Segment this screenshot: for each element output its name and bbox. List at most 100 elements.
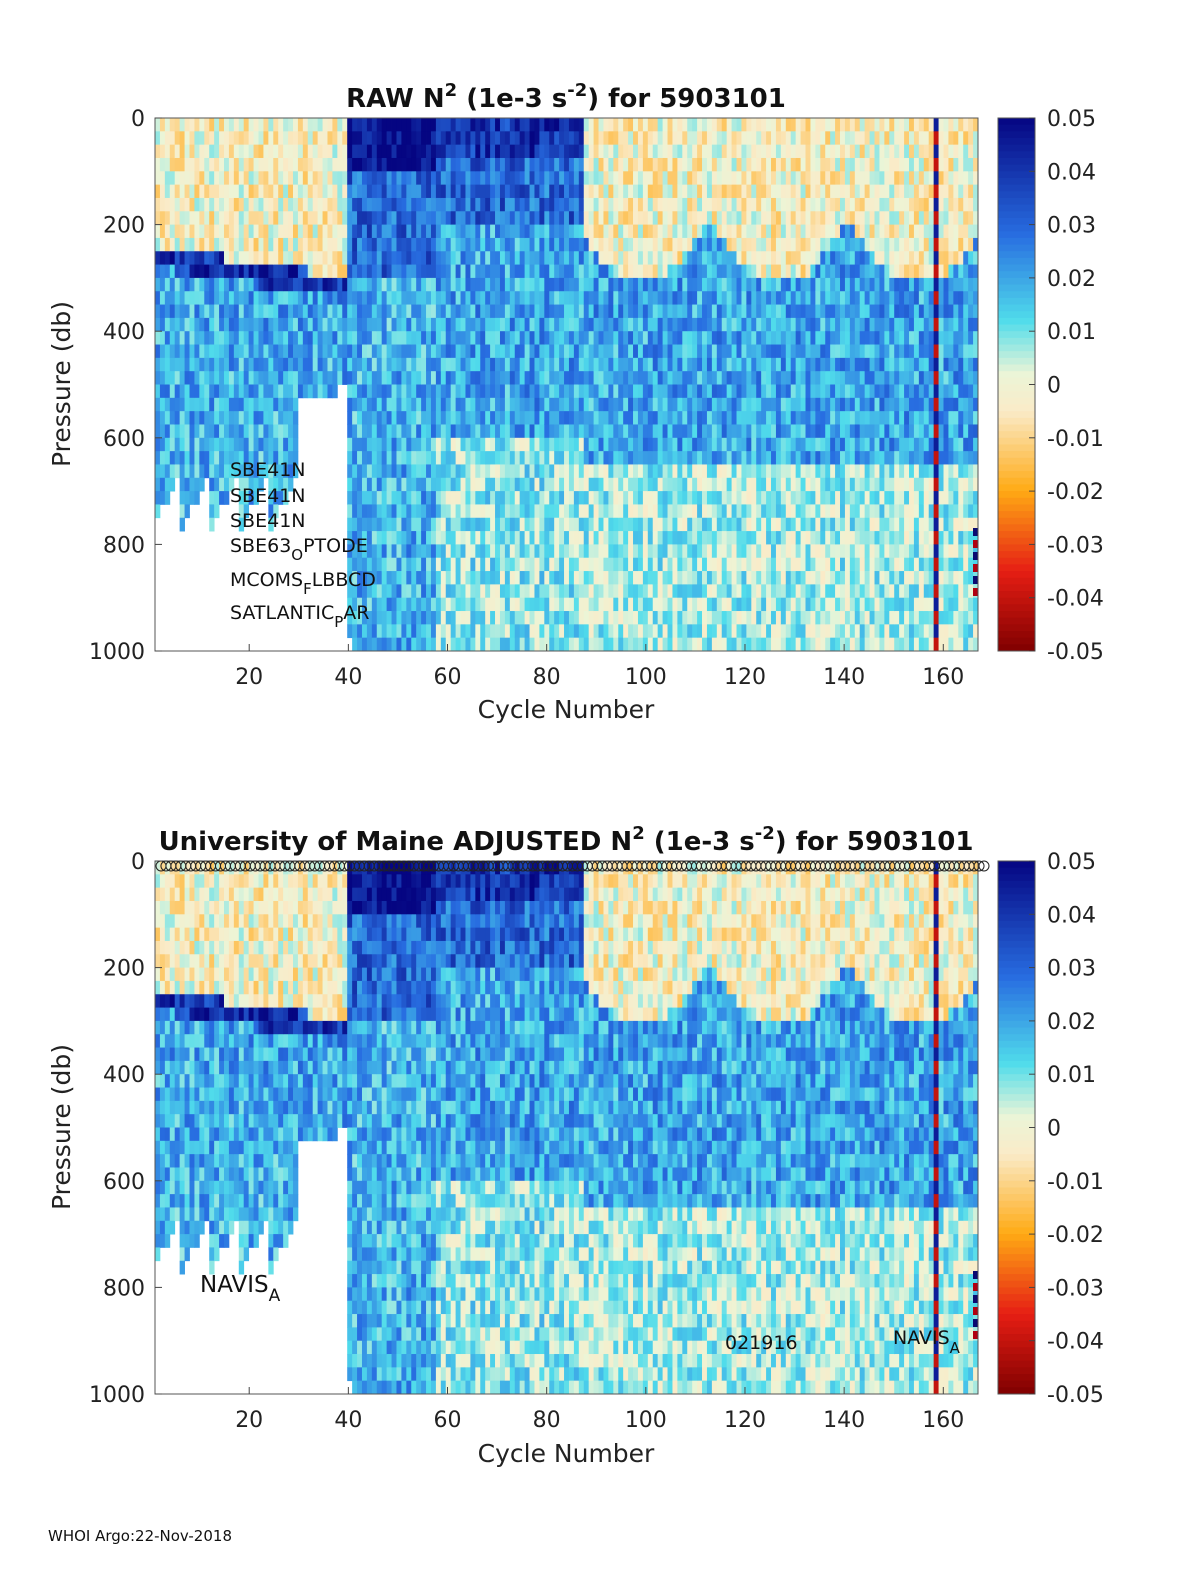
heat-cell — [352, 464, 358, 479]
heat-cell — [485, 464, 491, 479]
heat-cell — [825, 157, 831, 172]
heat-cell — [830, 131, 836, 146]
heat-cell — [741, 184, 747, 199]
heat-cell — [766, 197, 772, 212]
heat-cell — [376, 317, 383, 332]
heat-cell — [573, 277, 580, 292]
heat-cell — [559, 424, 565, 439]
heat-cell — [702, 211, 708, 225]
heat-cell — [751, 571, 757, 585]
heat-cell — [268, 237, 274, 252]
heat-cell — [672, 411, 678, 425]
heat-cell — [435, 477, 442, 492]
heat-cell — [687, 264, 693, 279]
heat-cell — [716, 357, 723, 372]
heat-cell — [283, 411, 289, 425]
heat-cell — [495, 237, 501, 252]
heat-cell — [155, 504, 161, 519]
heat-cell — [726, 517, 732, 532]
heat-cell — [376, 637, 383, 652]
heat-cell — [771, 317, 777, 332]
heat-cell — [327, 184, 333, 199]
heat-cell — [682, 357, 688, 372]
heat-cell — [790, 491, 797, 505]
heat-cell — [189, 171, 195, 186]
heat-cell — [460, 251, 466, 265]
heat-cell — [529, 171, 535, 186]
heat-cell — [317, 197, 323, 212]
heat-cell — [430, 371, 437, 385]
heat-cell — [435, 571, 442, 585]
heat-cell — [450, 264, 457, 279]
heat-cell — [539, 531, 545, 545]
heat-cell — [603, 264, 609, 279]
heat-cell — [623, 571, 629, 585]
heat-cell — [568, 277, 575, 292]
heat-cell — [687, 464, 693, 479]
heat-cell — [692, 144, 698, 159]
heat-cell — [593, 397, 599, 412]
heat-cell — [775, 304, 782, 319]
heat-cell — [352, 317, 358, 332]
heat-cell — [450, 584, 457, 599]
heat-cell — [189, 197, 195, 212]
heat-cell — [633, 637, 639, 652]
heat-cell — [534, 504, 540, 519]
heat-cell — [780, 144, 787, 159]
heat-cell — [549, 157, 555, 172]
heat-cell — [371, 264, 378, 279]
heat-cell — [780, 157, 787, 172]
heat-cell — [687, 291, 693, 305]
heat-cell — [736, 571, 742, 585]
heat-cell — [618, 304, 624, 319]
heat-cell — [406, 477, 412, 492]
heat-cell — [603, 557, 609, 572]
heat-cell — [726, 184, 732, 199]
heat-cell — [637, 584, 644, 599]
heat-cell — [524, 251, 530, 265]
heat-cell — [578, 557, 585, 572]
heat-cell — [475, 424, 481, 439]
heat-cell — [435, 291, 442, 305]
heat-cell — [258, 304, 264, 319]
heat-cell — [751, 131, 757, 146]
heat-cell — [406, 277, 412, 292]
heat-cell — [637, 197, 644, 212]
heat-cell — [687, 477, 693, 492]
heat-cell — [702, 197, 708, 212]
heat-cell — [692, 531, 698, 545]
heat-cell — [637, 624, 644, 639]
heat-cell — [504, 531, 511, 545]
heat-cell — [273, 157, 279, 172]
heat-cell — [169, 251, 176, 265]
heat-cell — [357, 131, 363, 146]
heat-cell — [332, 184, 338, 199]
heat-cell — [361, 491, 368, 505]
heat-cell — [539, 491, 545, 505]
heat-cell — [529, 197, 535, 212]
heat-cell — [662, 557, 668, 572]
heat-cell — [716, 184, 723, 199]
heat-cell — [756, 157, 762, 172]
heat-cell — [416, 464, 422, 479]
heat-cell — [509, 344, 516, 359]
heat-cell — [603, 331, 609, 345]
heat-cell — [376, 224, 383, 239]
heat-cell — [588, 597, 595, 612]
heat-cell — [667, 331, 673, 345]
heat-cell — [618, 357, 624, 372]
heat-cell — [559, 291, 565, 305]
heat-cell — [549, 397, 555, 412]
heat-cell — [519, 584, 526, 599]
heat-cell — [475, 531, 481, 545]
heat-cell — [795, 144, 801, 159]
heat-cell — [509, 451, 516, 465]
heat-cell — [657, 157, 663, 172]
heat-cell — [401, 184, 407, 199]
heat-cell — [810, 131, 816, 146]
heat-cell — [499, 611, 506, 625]
heat-cell — [268, 504, 274, 519]
heat-cell — [761, 584, 767, 599]
heat-cell — [273, 211, 279, 225]
heat-cell — [426, 237, 432, 252]
